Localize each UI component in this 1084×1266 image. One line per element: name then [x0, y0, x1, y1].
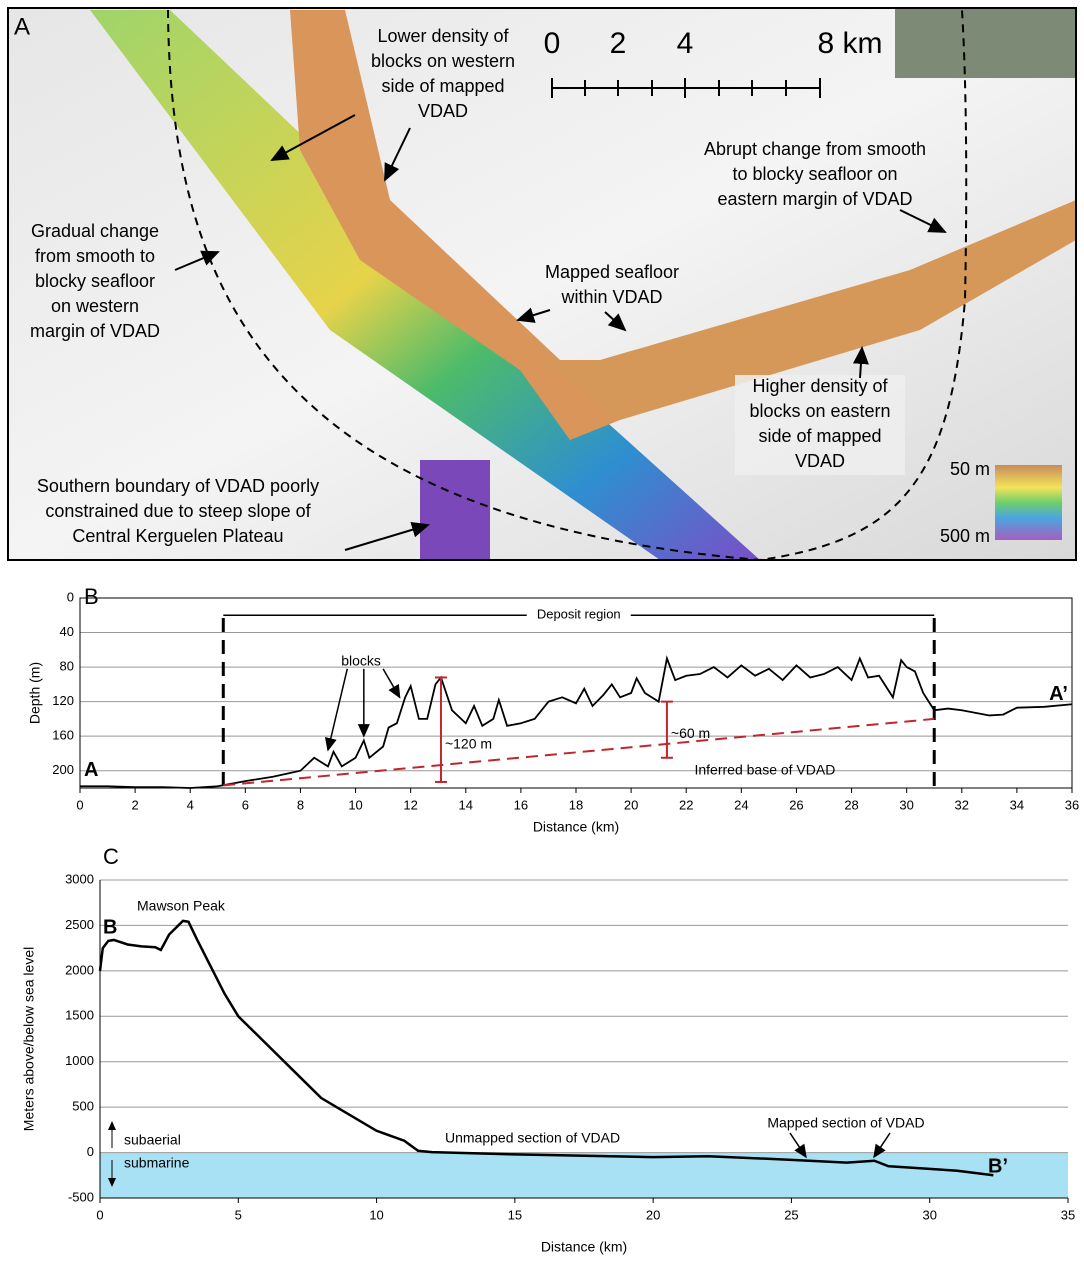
x-tick-label: 26 [789, 797, 803, 812]
annotation: Abrupt change from smooth [704, 139, 926, 159]
x-tick-label: 20 [646, 1207, 660, 1222]
color-bar [995, 465, 1062, 540]
panel-label: B [84, 584, 99, 609]
annotation: Central Kerguelen Plateau [72, 526, 283, 546]
x-tick-label: 2 [131, 797, 138, 812]
y-tick-label: 120 [52, 693, 74, 708]
end-label: A [84, 759, 98, 781]
annotation: constrained due to steep slope of [45, 501, 311, 521]
y-tick-label: 1500 [65, 1008, 94, 1023]
y-axis-label: Depth (m) [27, 662, 43, 724]
x-tick-label: 6 [242, 797, 249, 812]
x-tick-label: 0 [76, 797, 83, 812]
x-tick-label: 16 [514, 797, 528, 812]
deposit-label: Deposit region [537, 607, 621, 622]
page: A Lower density of blocks on western side o… [0, 0, 1084, 1266]
x-tick-label: 36 [1065, 797, 1079, 812]
x-tick-label: 34 [1010, 797, 1024, 812]
swath-deep [420, 460, 490, 560]
annotation: blocks [341, 653, 381, 669]
y-tick-label: 500 [72, 1099, 94, 1114]
y-tick-label: -500 [68, 1189, 94, 1204]
x-tick-label: 10 [348, 797, 362, 812]
x-tick-label: 12 [403, 797, 417, 812]
x-tick-label: 22 [679, 797, 693, 812]
y-tick-label: 160 [52, 728, 74, 743]
x-tick-label: 18 [569, 797, 583, 812]
panel-label: C [103, 844, 119, 869]
x-tick-label: 15 [508, 1207, 522, 1222]
x-tick-label: 28 [844, 797, 858, 812]
x-tick-label: 4 [187, 797, 194, 812]
annotation: ~120 m [445, 736, 492, 752]
end-label: B [103, 916, 117, 938]
annotation: eastern margin of VDAD [717, 189, 912, 209]
annotation: Higher density of [752, 376, 888, 396]
arrow [383, 669, 400, 698]
x-tick-label: 0 [96, 1207, 103, 1222]
panel-label: A [14, 13, 30, 40]
x-tick-label: 24 [734, 797, 748, 812]
y-tick-label: 0 [67, 589, 74, 604]
annotation: blocks on eastern [749, 401, 890, 421]
x-tick-label: 35 [1061, 1207, 1075, 1222]
figure: A Lower density of blocks on western side o… [0, 0, 1084, 1261]
x-tick-label: 8 [297, 797, 304, 812]
annotation: Mapped section of VDAD [767, 1115, 924, 1131]
annotation: margin of VDAD [30, 321, 160, 341]
x-tick-label: 25 [784, 1207, 798, 1222]
annotation: Mapped seafloor [545, 262, 679, 282]
annotation: Mawson Peak [137, 898, 226, 914]
annotation: Inferred base of VDAD [694, 761, 835, 777]
annotation: Lower density of [377, 26, 509, 46]
annotation: submarine [124, 1155, 190, 1171]
annotation: side of mapped [758, 426, 881, 446]
sea [100, 1153, 1068, 1198]
annotation: Southern boundary of VDAD poorly [37, 476, 319, 496]
x-tick-label: 20 [624, 797, 638, 812]
annotation: from smooth to [35, 246, 155, 266]
x-axis-label: Distance (km) [533, 819, 619, 835]
annotation: ~60 m [671, 725, 710, 741]
annotation: blocks on western [371, 51, 515, 71]
annotation: Unmapped section of VDAD [445, 1130, 620, 1146]
annotation: VDAD [795, 451, 845, 471]
annotation: within VDAD [560, 287, 662, 307]
annotation: subaerial [124, 1132, 181, 1148]
y-tick-label: 1000 [65, 1053, 94, 1068]
annotation: side of mapped [381, 76, 504, 96]
x-tick-label: 30 [922, 1207, 936, 1222]
annotation: blocky seafloor [35, 271, 155, 291]
end-label: A’ [1049, 683, 1068, 705]
x-tick-label: 32 [955, 797, 969, 812]
annotation: Gradual change [31, 221, 159, 241]
x-tick-label: 30 [899, 797, 913, 812]
y-tick-label: 2000 [65, 962, 94, 977]
y-tick-label: 200 [52, 762, 74, 777]
y-tick-label: 3000 [65, 871, 94, 886]
color-scale-label: 50 m [950, 459, 990, 479]
land [895, 8, 1076, 78]
x-tick-label: 5 [235, 1207, 242, 1222]
scale-label: 2 [610, 27, 627, 60]
color-scale-label: 500 m [940, 526, 990, 546]
scale-label: 4 [677, 27, 694, 60]
y-axis-label: Meters above/below sea level [21, 947, 37, 1131]
annotation: to blocky seafloor on [732, 164, 897, 184]
arrow [328, 669, 347, 750]
scale-label: 8 km [817, 27, 882, 60]
scale-label: 0 [544, 27, 561, 60]
data-line [80, 658, 1072, 788]
annotation: VDAD [418, 101, 468, 121]
x-tick-label: 14 [459, 797, 473, 812]
y-tick-label: 0 [87, 1144, 94, 1159]
x-tick-label: 10 [369, 1207, 383, 1222]
y-tick-label: 40 [60, 624, 74, 639]
end-label: B’ [988, 1155, 1008, 1177]
x-axis-label: Distance (km) [541, 1239, 627, 1255]
y-tick-label: 80 [60, 659, 74, 674]
annotation: on western [51, 296, 139, 316]
y-tick-label: 2500 [65, 917, 94, 932]
